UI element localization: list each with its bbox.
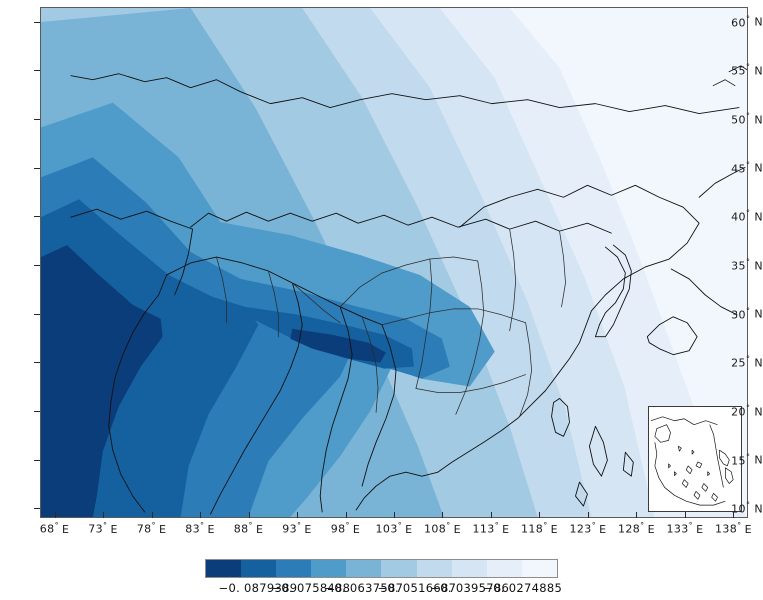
xtick-mark (442, 512, 444, 518)
xtick-label: 118° E (520, 521, 558, 536)
xtick-mark (636, 512, 638, 518)
ytick-mark (34, 216, 40, 218)
ytick-label: 30° N (731, 306, 763, 321)
ytick-label: 20° N (731, 403, 763, 419)
ytick-label: 35° N (731, 257, 763, 273)
xtick-label: 123° E (569, 521, 607, 536)
xtick-label: 133° E (666, 521, 704, 536)
ytick-label: 10° N (731, 500, 763, 516)
xtick-label: 83° E (185, 521, 215, 536)
colorbar-tick-label: −0. 0516687 (377, 581, 457, 595)
xtick-mark (345, 512, 347, 518)
ytick-label: 45° N (731, 160, 763, 175)
ytick-label: 50° N (731, 111, 763, 127)
ytick-mark (34, 21, 40, 23)
colorbar-swatch-6 (416, 560, 452, 577)
colorbar-tick-label: −0. 0395786 (430, 581, 510, 595)
inset-coastline-map (649, 407, 741, 511)
colorbar-swatch-3 (311, 560, 347, 577)
xtick-label: 93° E (282, 521, 312, 536)
xtick-mark (151, 512, 153, 518)
south-china-sea-inset (648, 406, 742, 512)
ytick-label: 55° N (731, 62, 763, 78)
xtick-mark (200, 512, 202, 518)
xtick-mark (684, 512, 686, 518)
colorbar-tick-label: −0. 0758488 (271, 581, 351, 595)
colorbar-swatch-0 (206, 560, 242, 577)
coastline-border-layer (70, 65, 747, 515)
xtick-label: 68° E (39, 521, 70, 536)
ytick-mark (34, 118, 40, 120)
xtick-label: 88° E (233, 521, 264, 536)
ytick-mark (34, 70, 40, 72)
xtick-mark (248, 512, 250, 518)
ytick-mark (34, 264, 40, 266)
xtick-mark (297, 512, 298, 518)
xtick-mark (587, 512, 589, 518)
colorbar-swatches (205, 559, 558, 578)
ytick-mark (34, 508, 40, 510)
xtick-mark (103, 512, 105, 518)
colorbar-swatch-8 (486, 560, 522, 577)
xtick-mark (54, 512, 56, 518)
colorbar-swatch-1 (241, 560, 277, 577)
xtick-mark (394, 512, 395, 518)
ytick-mark (34, 167, 40, 169)
colorbar-tick-label: −0. 0879389 (218, 581, 298, 595)
xtick-label: 108° E (424, 521, 461, 536)
colorbar-tick-label: −0. 0274885 (483, 581, 563, 595)
xtick-mark (539, 512, 541, 518)
colorbar-swatch-5 (381, 560, 417, 577)
colorbar-swatch-2 (276, 560, 312, 577)
xtick-label: 103° E (375, 521, 413, 536)
colorbar-swatch-7 (451, 560, 487, 577)
contour-map (41, 8, 747, 517)
xtick-label: 113° E (472, 521, 510, 536)
xtick-mark (733, 512, 735, 518)
colorbar-swatch-4 (346, 560, 382, 577)
xtick-label: 78° E (136, 521, 167, 536)
ytick-label: 15° N (731, 452, 763, 467)
ytick-mark (34, 313, 40, 315)
xtick-mark (490, 512, 492, 518)
ytick-label: 60° N (731, 14, 763, 29)
ytick-mark (34, 410, 40, 412)
ytick-mark (34, 362, 40, 364)
contour-fill-layer (41, 8, 747, 517)
colorbar (205, 559, 558, 578)
colorbar-tick-label: −0. 0637587 (324, 581, 404, 595)
map-plot-area (40, 7, 748, 518)
ytick-mark (34, 459, 40, 461)
ytick-label: 40° N (731, 208, 763, 224)
xtick-label: 73° E (88, 521, 118, 536)
xtick-label: 98° E (330, 521, 361, 536)
xtick-label: 128° E (617, 521, 655, 536)
colorbar-swatch-9 (521, 560, 557, 577)
ytick-label: 25° N (731, 354, 763, 370)
xtick-label: 138° E (714, 521, 752, 536)
